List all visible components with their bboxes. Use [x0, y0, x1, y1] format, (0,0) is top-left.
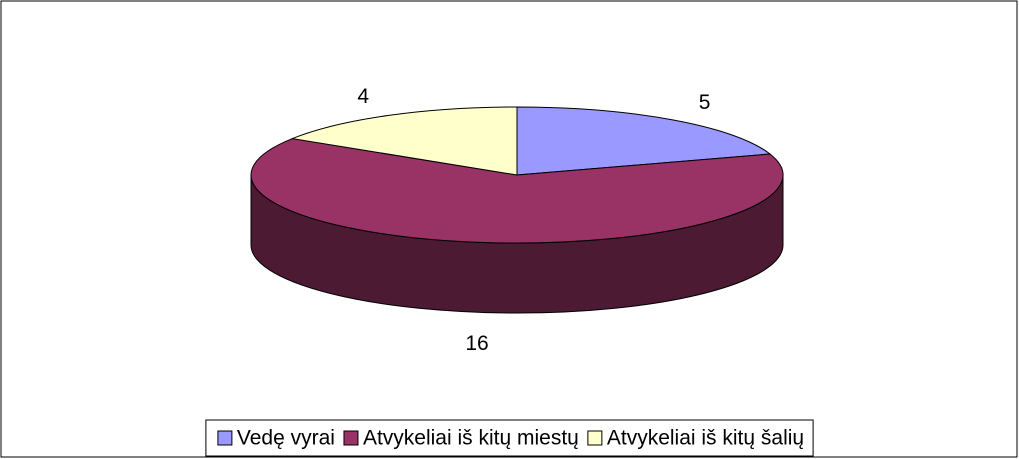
- data-label: 16: [465, 332, 488, 355]
- pie-slice: [250, 138, 784, 244]
- data-label: 5: [699, 91, 711, 114]
- legend-label: Atvykeliai iš kitų šalių: [607, 427, 804, 450]
- legend-swatch: [343, 430, 359, 446]
- data-label: 4: [357, 85, 369, 108]
- legend-label: Vedę vyrai: [237, 427, 335, 450]
- legend-swatch: [587, 430, 603, 446]
- legend-box: [205, 419, 814, 457]
- legend-swatch: [217, 430, 233, 446]
- pie-slice: [516, 106, 772, 176]
- legend-label: Atvykeliai iš kitų miestų: [363, 427, 579, 450]
- pie-slice: [290, 106, 518, 176]
